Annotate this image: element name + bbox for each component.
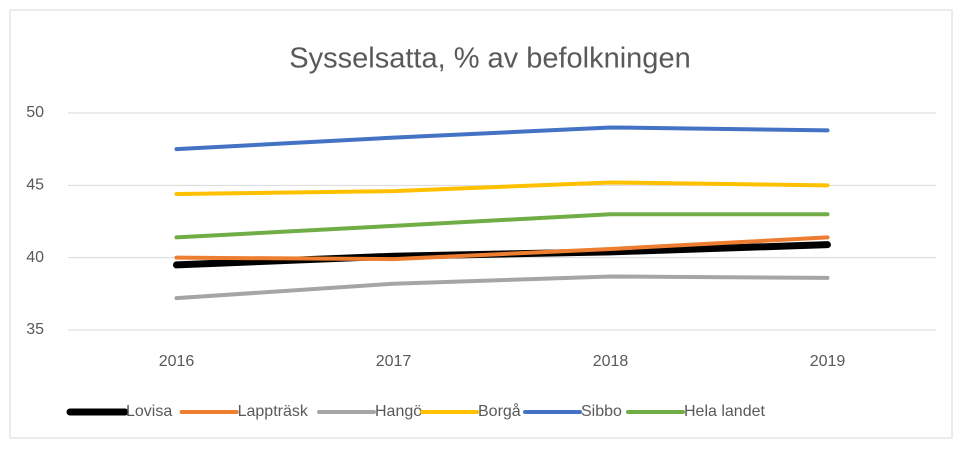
legend-label: Lappträsk xyxy=(238,403,309,420)
x-tick-label: 2017 xyxy=(376,353,412,370)
legend-label: Lovisa xyxy=(126,403,172,420)
legend-label: Borgå xyxy=(478,402,521,420)
chart-title: Sysselsatta, % av befolkningen xyxy=(289,43,690,75)
x-tick-label: 2018 xyxy=(593,353,629,370)
series-line xyxy=(174,212,830,240)
y-tick-label: 50 xyxy=(26,104,44,121)
series-line xyxy=(174,180,830,197)
legend-label: Hela landet xyxy=(684,403,766,420)
y-tick-label: 35 xyxy=(26,321,44,338)
series-line xyxy=(174,125,830,152)
legend-label: Sibbo xyxy=(581,403,622,420)
series-line xyxy=(174,235,830,262)
x-tick-label: 2019 xyxy=(810,353,846,370)
series-line xyxy=(174,274,830,301)
y-tick-label: 40 xyxy=(26,249,44,266)
legend-label: Hangö xyxy=(375,403,422,420)
chart-frame xyxy=(9,9,953,439)
x-tick-label: 2016 xyxy=(159,353,195,370)
y-tick-label: 45 xyxy=(26,177,44,194)
